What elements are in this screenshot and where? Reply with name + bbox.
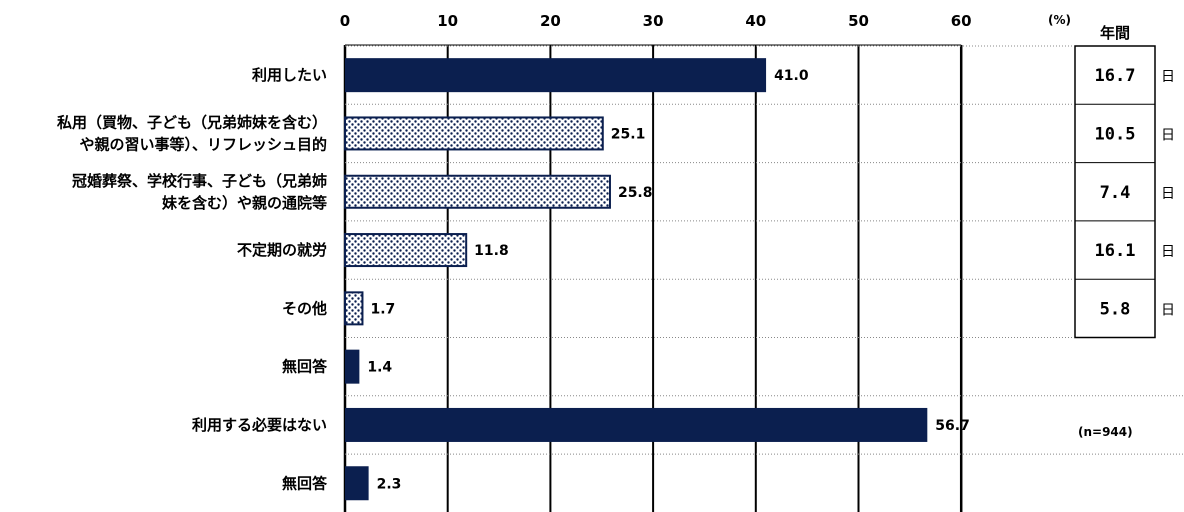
category-label: 利用したい [252,66,327,84]
category-label: 無回答 [282,358,328,376]
x-tick-label: 60 [951,12,972,30]
side-table-unit: 日 [1161,186,1175,202]
value-label: 25.8 [618,185,653,201]
bar [344,291,364,326]
value-label: 56.7 [935,418,970,434]
bar [344,116,604,151]
bar [344,174,611,209]
value-label: 1.7 [370,301,395,317]
side-table-box [1074,45,1156,339]
category-label: 無回答 [282,474,328,492]
side-table-unit: 日 [1161,244,1175,260]
bar [344,233,468,268]
x-tick-label: 20 [540,12,561,30]
unit-label: (%) [1048,13,1071,27]
value-label: 41.0 [774,68,809,84]
bar [345,58,767,93]
value-label: 11.8 [474,243,509,259]
category-label: 不定期の就労 [237,241,327,259]
side-table-unit: 日 [1161,127,1175,143]
category-label: 利用する必要はない [192,416,327,434]
side-table-value: 16.7 [1095,66,1136,86]
category-label: 冠婚葬祭、学校行事、子ども（兄弟姉 [72,172,327,190]
category-label: 妹を含む）や親の通院等 [161,194,327,212]
x-tick-label: 30 [643,12,664,30]
bar [345,407,928,442]
x-tick-label: 10 [437,12,458,30]
side-table-value: 10.5 [1095,124,1136,144]
value-label: 2.3 [377,476,402,492]
category-label: 私用（買物、子ども（兄弟姉妹を含む） [56,113,327,131]
x-tick-label: 0 [340,12,350,30]
x-tick-label: 40 [745,12,766,30]
value-label: 25.1 [611,126,646,142]
bar [345,466,369,501]
x-axis-ticks: 0 10 20 30 40 50 60 [340,12,972,30]
category-label: や親の習い事等）、リフレッシュ目的 [79,135,327,153]
sample-size-note: (n=944) [1078,425,1133,439]
value-label: 1.4 [367,360,392,376]
side-table-unit: 日 [1161,302,1175,318]
side-table-value: 7.4 [1100,183,1131,203]
side-table: 年間 16.7 日 10.5 日 7.4 日 16.1 日 5.8 日 [1074,24,1175,339]
x-tick-label: 50 [848,12,869,30]
side-table-value: 5.8 [1100,299,1131,319]
row-separators [345,45,1184,455]
side-table-value: 16.1 [1095,241,1136,261]
bar [345,349,360,384]
bars [344,58,928,501]
side-table-header: 年間 [1100,24,1130,42]
category-label: その他 [282,299,327,317]
value-labels: 41.0 25.1 25.8 11.8 1.7 1.4 56.7 2.3 [367,68,969,492]
side-table-unit: 日 [1161,69,1175,85]
